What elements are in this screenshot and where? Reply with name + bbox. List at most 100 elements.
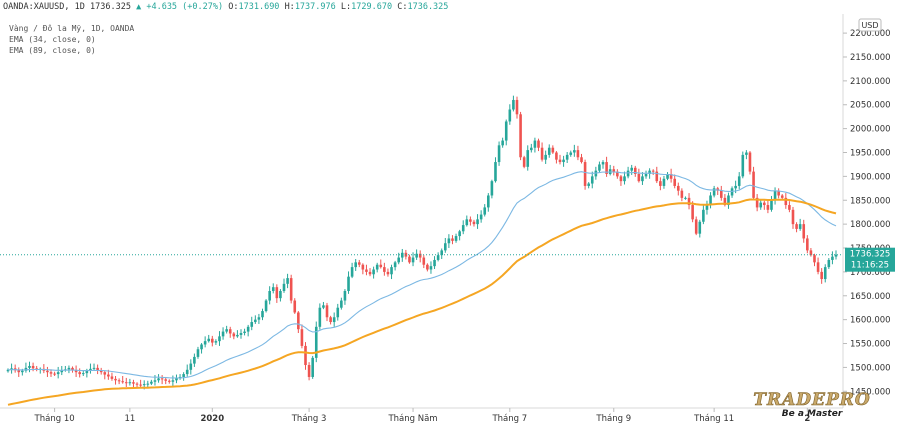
candle bbox=[533, 137, 537, 153]
candle bbox=[763, 200, 766, 210]
candle bbox=[185, 364, 189, 377]
candle bbox=[633, 165, 637, 177]
candle bbox=[641, 172, 644, 185]
candle bbox=[662, 175, 666, 189]
candle bbox=[150, 379, 153, 386]
candle bbox=[182, 372, 185, 381]
candle bbox=[375, 262, 379, 273]
candle bbox=[175, 374, 178, 384]
time-tick-label: Tháng Năm bbox=[387, 414, 437, 424]
candle bbox=[38, 367, 42, 374]
candle bbox=[694, 216, 698, 236]
last-price-tag: 1736.325 11:16:25 bbox=[845, 247, 895, 272]
candle bbox=[590, 171, 594, 189]
price-tick-label: 1650.000 bbox=[850, 292, 891, 302]
candle bbox=[415, 249, 418, 260]
candle bbox=[53, 371, 56, 377]
candle bbox=[64, 365, 67, 372]
candle bbox=[698, 219, 702, 238]
open-label: O: bbox=[228, 2, 239, 12]
candle bbox=[770, 195, 773, 212]
candle bbox=[820, 268, 823, 284]
candle bbox=[479, 210, 483, 223]
candle bbox=[354, 258, 357, 271]
price-tick-label: 2000.000 bbox=[850, 125, 891, 135]
candle bbox=[741, 151, 745, 179]
candle bbox=[461, 220, 465, 235]
time-axis[interactable]: Tháng 10 11 2020 Tháng 3 Tháng Năm Tháng 7 Thá… bbox=[34, 408, 811, 424]
candle bbox=[92, 363, 96, 371]
price-axis[interactable]: 1450.000 1500.000 1550.000 1600.000 1650.000… bbox=[843, 29, 891, 397]
candle bbox=[99, 367, 103, 375]
candle bbox=[325, 302, 329, 322]
candle bbox=[573, 144, 576, 157]
series-legend[interactable]: Vàng / Đô la Mỹ, 1D, OANDA bbox=[9, 24, 135, 33]
candle bbox=[207, 334, 211, 343]
symbol-label[interactable]: OANDA:XAUUSD, 1D bbox=[3, 2, 85, 12]
candle bbox=[773, 187, 777, 205]
ema34-line bbox=[7, 171, 837, 379]
candle bbox=[268, 286, 271, 305]
ema-layer bbox=[7, 171, 837, 406]
candle bbox=[329, 315, 332, 325]
candle bbox=[730, 186, 734, 198]
candle bbox=[540, 142, 544, 162]
candle bbox=[443, 237, 447, 253]
candle bbox=[433, 256, 436, 270]
candle bbox=[124, 377, 128, 387]
candle bbox=[777, 188, 780, 199]
low-value: 1729.670 bbox=[351, 2, 393, 12]
price-tick-label: 1800.000 bbox=[850, 220, 891, 230]
candle bbox=[110, 372, 114, 381]
candle bbox=[522, 155, 526, 169]
candle bbox=[368, 268, 372, 277]
candle bbox=[598, 161, 601, 173]
close-label: C: bbox=[397, 2, 408, 12]
countdown-label: 11:16:25 bbox=[851, 261, 889, 271]
ema89-legend[interactable]: EMA (89, close, 0) bbox=[9, 46, 96, 55]
candle bbox=[687, 193, 691, 210]
last-price-label: 1736.325 bbox=[850, 250, 891, 260]
candle bbox=[314, 321, 318, 363]
candle bbox=[569, 150, 573, 157]
candle bbox=[171, 375, 175, 387]
candle bbox=[121, 376, 125, 384]
candle bbox=[465, 215, 469, 227]
candle bbox=[601, 160, 605, 169]
candle bbox=[558, 154, 562, 165]
time-tick-label: 2020 bbox=[200, 414, 224, 424]
candle bbox=[257, 313, 261, 324]
candle bbox=[386, 268, 390, 277]
candle bbox=[795, 222, 798, 233]
candle bbox=[755, 194, 759, 212]
candle bbox=[250, 316, 254, 331]
candle bbox=[476, 214, 479, 229]
ema34-legend[interactable]: EMA (34, close, 0) bbox=[9, 35, 96, 44]
candle bbox=[46, 366, 49, 377]
candle bbox=[221, 327, 225, 340]
candle bbox=[659, 177, 662, 191]
candle bbox=[383, 262, 386, 276]
candle bbox=[189, 359, 193, 375]
candle bbox=[13, 364, 17, 373]
candle bbox=[705, 200, 709, 215]
candle bbox=[644, 170, 648, 179]
currency-badge[interactable]: USD bbox=[858, 18, 882, 32]
candle bbox=[139, 379, 142, 387]
candle bbox=[555, 151, 558, 164]
candle bbox=[745, 150, 748, 160]
candle bbox=[827, 258, 831, 270]
candle bbox=[365, 264, 368, 276]
candle bbox=[397, 252, 401, 265]
candle bbox=[709, 192, 712, 209]
time-tick-label: Tháng 3 bbox=[291, 414, 327, 424]
candle bbox=[508, 104, 512, 125]
candle bbox=[42, 364, 46, 374]
candle bbox=[612, 165, 616, 176]
candle bbox=[114, 376, 117, 385]
candle bbox=[436, 252, 440, 262]
high-label: H: bbox=[284, 2, 295, 12]
candle bbox=[228, 326, 232, 338]
candle bbox=[680, 188, 684, 202]
